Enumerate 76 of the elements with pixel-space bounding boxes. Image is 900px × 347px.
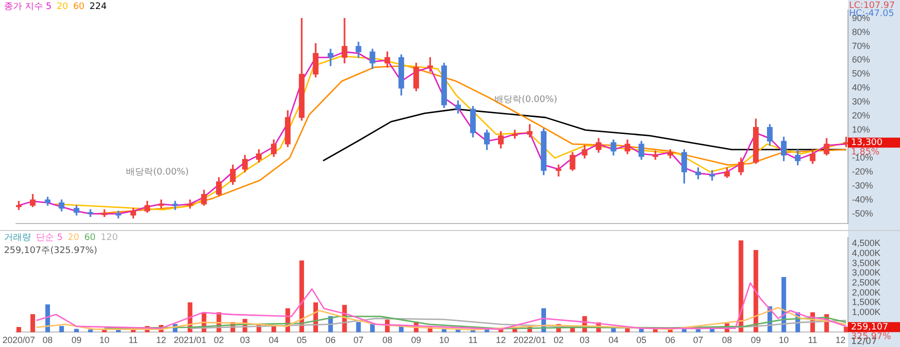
text: 20 (56, 2, 68, 12)
text: 20 (68, 233, 80, 243)
x-tick-label: 08 (382, 335, 392, 346)
y-tick-label: -50% (852, 208, 874, 218)
x-tick-label: 03 (240, 335, 250, 346)
x-tick-label: 10 (99, 335, 110, 346)
text: 5 (46, 2, 52, 12)
y-tick-label: 80% (852, 26, 870, 37)
bar (738, 240, 744, 332)
y-tick-label: 20% (852, 110, 870, 121)
annotation: 배당락(0.00%) (494, 94, 558, 105)
x-tick-label: 2022/01 (513, 335, 546, 346)
annotation: 259,107주(325.97%) (4, 245, 98, 257)
y-tick-label: 60% (852, 54, 870, 65)
x-tick-label: 10 (778, 335, 789, 346)
y-tick-label: 1,500K (852, 297, 881, 308)
y-tick-label: 2,000K (852, 287, 881, 298)
y-tick-label: 3,000K (852, 268, 881, 278)
bar (88, 330, 93, 332)
y-tick-label: 70% (852, 40, 870, 51)
y-tick-label: 4,000K (852, 248, 881, 258)
x-tick-label: 02 (554, 335, 564, 346)
x-tick-label: 06 (326, 335, 336, 346)
text: 259,107 (851, 322, 888, 332)
bar (74, 328, 79, 332)
x-tick-label: 03 (580, 335, 590, 346)
text: 60 (73, 2, 85, 12)
x-tick-label: 11 (808, 335, 818, 346)
text: 13,300 (851, 138, 883, 148)
y-tick-label: 10% (852, 124, 870, 135)
bar (30, 314, 36, 332)
x-tick-label: 07 (353, 335, 364, 346)
y-tick-label: 30% (852, 96, 870, 107)
x-tick-label: 04 (268, 335, 279, 346)
chart-title: 거래량 (4, 233, 31, 243)
legend-title: 단순 (36, 233, 54, 243)
y-tick-label: 1,000K (852, 307, 881, 318)
x-tick-label: 10 (439, 335, 450, 346)
x-tick-label: 02 (214, 335, 224, 346)
x-tick-label: 09 (411, 335, 422, 346)
x-tick-label: 04 (608, 335, 618, 346)
x-tick-label: 06 (665, 335, 676, 346)
x-tick-label: 05 (636, 335, 646, 346)
y-tick-label: 4,500K (852, 238, 881, 248)
bar (356, 322, 361, 332)
y-tick-label: -40% (852, 194, 874, 204)
x-tick-label: 11 (468, 335, 478, 346)
legend-title: 종가 지수 (4, 2, 43, 12)
x-tick-label: 12 (496, 335, 506, 346)
bar (370, 324, 375, 332)
y-tick-label: 3,500K (852, 258, 881, 268)
x-tick-label: 08 (42, 335, 53, 346)
x-tick-label: 2020/07 (2, 335, 36, 346)
y-tick-label: 40% (852, 82, 870, 93)
y-tick-label: -20% (852, 166, 874, 176)
x-tick-label: 11 (128, 335, 138, 346)
annotation: 배당락(0.00%) (126, 167, 189, 178)
y-tick-label: 50% (852, 68, 870, 79)
text: 60 (84, 233, 96, 243)
x-tick-label: 09 (750, 335, 761, 346)
bar (59, 326, 64, 332)
text: LC:107.97 (849, 0, 895, 11)
x-tick-label: 12 (836, 335, 846, 346)
x-tick-label: 2021/01 (174, 335, 206, 346)
x-tick-label: 08 (722, 335, 732, 346)
text: 224 (90, 2, 107, 12)
y-tick-label: -30% (852, 180, 874, 190)
y-tick-label: 2,500K (852, 278, 881, 288)
text: 120 (100, 233, 118, 243)
x-tick-label: 05 (296, 335, 307, 346)
x-tick-label: 07 (693, 335, 704, 346)
bar (16, 326, 22, 332)
x-tick-label: 12 (156, 335, 166, 346)
candlestick (556, 164, 562, 176)
text: 5 (57, 233, 63, 243)
x-tick-label: 09 (71, 335, 82, 346)
